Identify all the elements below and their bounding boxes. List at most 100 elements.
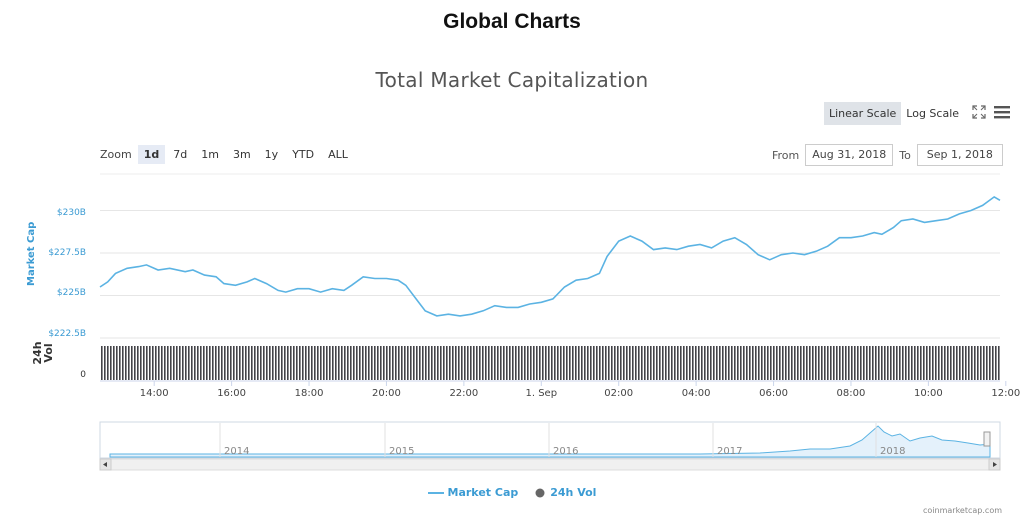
volume-bar: [758, 346, 760, 380]
volume-bar: [500, 346, 502, 380]
log-scale-button[interactable]: Log Scale: [906, 107, 960, 120]
volume-bar: [611, 346, 613, 380]
volume-bar: [530, 346, 532, 380]
volume-bar: [131, 346, 133, 380]
volume-bar: [167, 346, 169, 380]
to-date-input[interactable]: Sep 1, 2018: [916, 144, 1003, 166]
volume-bar: [509, 346, 511, 380]
volume-bar: [290, 346, 292, 380]
page-title: Global Charts: [443, 10, 581, 33]
volume-bar: [842, 346, 844, 380]
volume-bar: [542, 346, 544, 380]
zoom-ytd-button[interactable]: YTD: [292, 148, 315, 161]
volume-bar: [521, 346, 523, 380]
volume-bar: [869, 346, 871, 380]
volume-bar: [965, 346, 967, 380]
legend-24h-vol[interactable]: 24h Vol: [534, 486, 596, 499]
volume-bar: [401, 346, 403, 380]
y-tick-label: $222.5B: [48, 329, 86, 339]
volume-bar: [812, 346, 814, 380]
volume-tick-label: 0: [80, 370, 86, 380]
volume-bar: [257, 346, 259, 380]
volume-bar: [737, 346, 739, 380]
x-tick-label: 10:00: [913, 388, 943, 399]
volume-bar: [839, 346, 841, 380]
x-tick-label: 04:00: [681, 388, 711, 399]
volume-bar: [740, 346, 742, 380]
credit-text: coinmarketcap.com: [923, 506, 1002, 515]
volume-bar: [110, 346, 112, 380]
navigator-area: [109, 425, 991, 458]
volume-bar: [887, 346, 889, 380]
volume-bar: [725, 346, 727, 380]
volume-bar: [944, 346, 946, 380]
legend-market-cap[interactable]: Market Cap: [427, 486, 518, 499]
volume-bar: [824, 346, 826, 380]
volume-bar: [371, 346, 373, 380]
volume-bar: [935, 346, 937, 380]
volume-bar: [908, 346, 910, 380]
menu-icon[interactable]: [994, 105, 1011, 123]
volume-bar: [221, 346, 223, 380]
volume-bar: [710, 346, 712, 380]
volume-bar: [587, 346, 589, 380]
volume-bar: [605, 346, 607, 380]
volume-bar: [194, 346, 196, 380]
volume-bar: [251, 346, 253, 380]
volume-bar: [287, 346, 289, 380]
volume-bar: [128, 346, 130, 380]
volume-bar: [272, 346, 274, 380]
volume-bar: [881, 346, 883, 380]
volume-bar: [536, 346, 538, 380]
volume-bar: [920, 346, 922, 380]
volume-bar: [152, 346, 154, 380]
volume-bar: [380, 346, 382, 380]
x-tick-label: 18:00: [294, 388, 324, 399]
volume-bar: [419, 346, 421, 380]
volume-bar: [326, 346, 328, 380]
volume-bar: [962, 346, 964, 380]
navigator-scrollbar[interactable]: [99, 458, 1001, 471]
zoom-3m-button[interactable]: 3m: [232, 148, 251, 161]
volume-bar: [491, 346, 493, 380]
zoom-1m-button[interactable]: 1m: [201, 148, 219, 161]
volume-bar: [182, 346, 184, 380]
zoom-1d-button[interactable]: 1d: [137, 145, 166, 164]
linear-scale-button[interactable]: Linear Scale: [824, 102, 902, 125]
volume-bar: [773, 346, 775, 380]
volume-bar: [992, 346, 994, 380]
volume-bar: [785, 346, 787, 380]
volume-bar: [950, 346, 952, 380]
volume-bar: [365, 346, 367, 380]
volume-bar: [821, 346, 823, 380]
volume-bar: [479, 346, 481, 380]
volume-bar: [212, 346, 214, 380]
volume-bar: [230, 346, 232, 380]
volume-bar: [938, 346, 940, 380]
zoom-all-button[interactable]: ALL: [328, 148, 348, 161]
volume-bar: [815, 346, 817, 380]
volume-bar: [857, 346, 859, 380]
to-label: To: [899, 148, 911, 162]
volume-bar: [146, 346, 148, 380]
volume-bar: [683, 346, 685, 380]
volume-bar: [764, 346, 766, 380]
volume-bar: [638, 346, 640, 380]
zoom-1y-button[interactable]: 1y: [264, 148, 279, 161]
volume-bar: [158, 346, 160, 380]
volume-bar: [320, 346, 322, 380]
zoom-7d-button[interactable]: 7d: [173, 148, 188, 161]
volume-bar: [494, 346, 496, 380]
navigator-handle[interactable]: [983, 431, 991, 447]
volume-bar: [362, 346, 364, 380]
volume-bar: [614, 346, 616, 380]
volume-bar: [707, 346, 709, 380]
fullscreen-icon[interactable]: [972, 104, 986, 123]
volume-bar: [254, 346, 256, 380]
from-label: From: [772, 148, 800, 162]
volume-bar: [527, 346, 529, 380]
volume-bar: [311, 346, 313, 380]
volume-bar: [113, 346, 115, 380]
from-date-input[interactable]: Aug 31, 2018: [805, 144, 894, 166]
